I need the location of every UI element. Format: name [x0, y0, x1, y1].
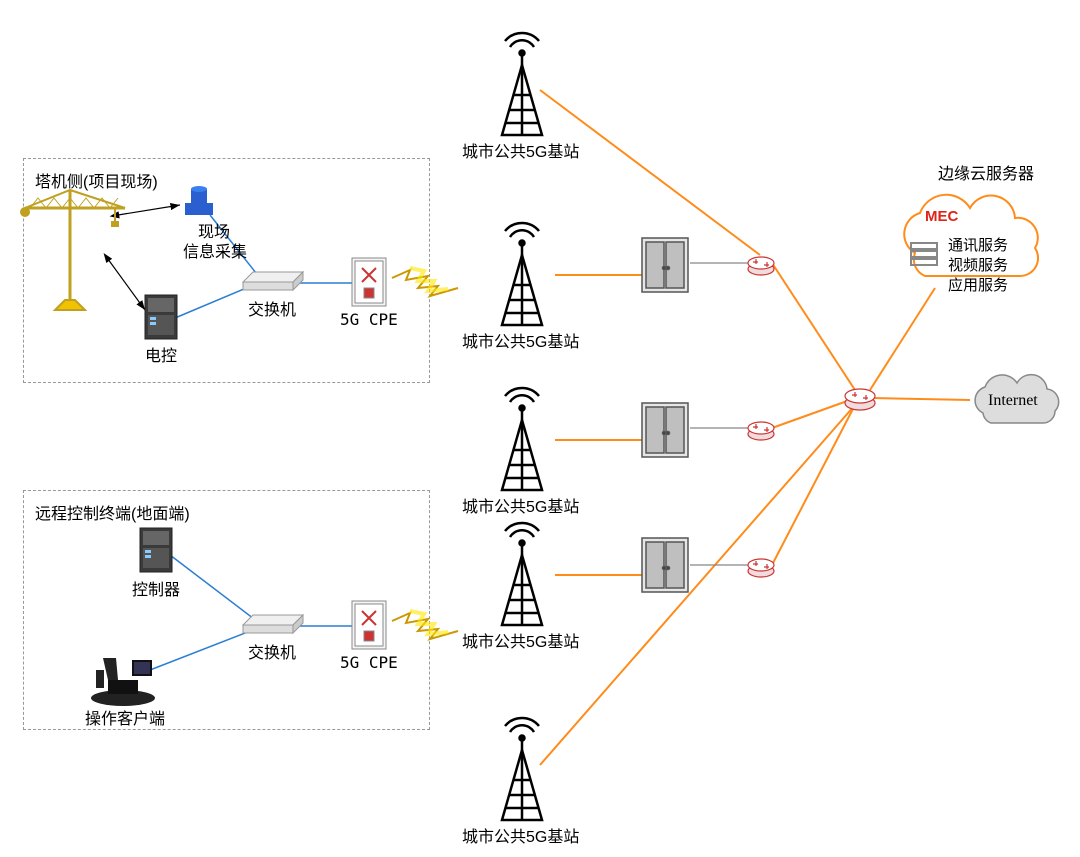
cpe2-label: 5G CPE [340, 653, 398, 672]
mec-line2: 视频服务 [948, 254, 1008, 275]
bs1-label: 城市公共5G基站 [462, 138, 579, 162]
mec-line1: 通讯服务 [948, 234, 1008, 255]
bs4-label: 城市公共5G基站 [462, 628, 579, 652]
switch1-label: 交换机 [248, 296, 296, 320]
crane-icon [21, 190, 125, 310]
operator-client-icon [91, 658, 155, 706]
controller-label: 控制器 [132, 576, 180, 600]
router-icon [748, 257, 875, 577]
internet-label: Internet [988, 392, 1038, 410]
cabinet-icon [642, 238, 688, 592]
sensor-icon [185, 186, 213, 215]
switch2-label: 交换机 [248, 639, 296, 663]
mec-line3: 应用服务 [948, 274, 1008, 295]
plc-icon [140, 295, 177, 572]
edge-server-title: 边缘云服务器 [938, 160, 1034, 184]
bs3-label: 城市公共5G基站 [462, 493, 579, 517]
econtrol-label: 电控 [145, 342, 177, 366]
bs5-label: 城市公共5G基站 [462, 823, 579, 847]
bs2-label: 城市公共5G基站 [462, 328, 579, 352]
mec-label: MEC [925, 208, 958, 225]
switch-icon [243, 272, 303, 633]
op-client-label: 操作客户端 [85, 705, 165, 729]
cpe1-label: 5G CPE [340, 310, 398, 329]
field-collect-l2: 信息采集 [183, 238, 247, 262]
